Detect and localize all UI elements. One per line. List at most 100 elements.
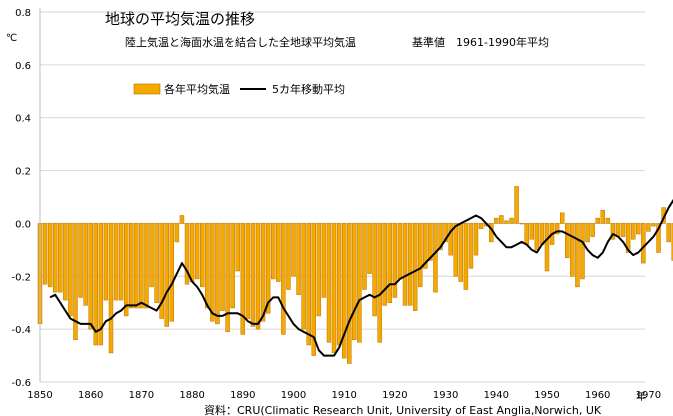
temperature-bar (468, 223, 474, 269)
temperature-bar (52, 223, 58, 293)
x-tick-label: 1940 (484, 390, 509, 401)
x-tick-label: 1890 (230, 390, 255, 401)
moving-average-line (49, 199, 673, 357)
temperature-bar (352, 223, 357, 340)
temperature-bar (215, 223, 220, 325)
temperature-bar (296, 223, 301, 296)
temperature-bar (220, 223, 225, 311)
x-tick-label: 1960 (585, 390, 610, 401)
temperature-bar (570, 223, 575, 277)
temperature-bar (347, 223, 352, 364)
temperature-bar (509, 217, 514, 224)
x-tick-label: 1880 (179, 390, 204, 401)
temperature-bar (230, 223, 235, 309)
temperature-bar (159, 223, 164, 319)
temperature-bar (463, 223, 469, 290)
temperature-bar (235, 223, 240, 272)
temperature-bar (559, 212, 565, 224)
y-tick-label: -0.4 (11, 325, 31, 336)
temperature-bar (139, 223, 144, 309)
temperature-bar (113, 223, 119, 301)
temperature-bar (336, 223, 342, 346)
temperature-bar (245, 223, 251, 319)
temperature-bar (473, 223, 479, 256)
bar-series (37, 186, 673, 364)
temperature-bar (641, 223, 646, 264)
temperature-bar (58, 223, 63, 293)
temperature-bar (367, 223, 372, 274)
temperature-bar (580, 223, 585, 280)
x-tick-label: 1950 (534, 390, 559, 401)
y-tick-label: 0.6 (15, 61, 31, 72)
chart-subtitle: 陸上気温と海面水温を結合した全地球平均気温 (125, 35, 356, 49)
y-tick-label: 0.4 (15, 114, 31, 125)
y-tick-label: 0.8 (15, 8, 31, 19)
temperature-bar (357, 223, 362, 343)
temperature-bar (402, 223, 408, 306)
temperature-bar (377, 223, 382, 343)
legend-bar-label: 各年平均気温 (164, 82, 230, 96)
temperature-bar (118, 223, 124, 301)
temperature-bar (651, 223, 656, 227)
temperature-bar (47, 223, 53, 288)
x-tick-label: 1920 (382, 390, 407, 401)
legend-bar-swatch (133, 83, 161, 95)
legend-line-label: 5カ年移動平均 (272, 82, 345, 96)
temperature-bar (544, 223, 550, 272)
temperature-bar (129, 223, 134, 309)
temperature-bar (438, 223, 443, 251)
temperature-bar (225, 223, 230, 333)
x-tick-label: 1870 (129, 390, 154, 401)
temperature-bar (301, 223, 306, 330)
temperature-bar (42, 223, 48, 285)
temperature-bar (453, 223, 458, 277)
temperature-bar (671, 223, 673, 261)
temperature-bar (88, 223, 93, 330)
temperature-bar (68, 223, 73, 317)
x-axis-unit-label: 年 (636, 390, 646, 403)
temperature-bar (291, 223, 296, 277)
temperature-bar (397, 223, 403, 280)
temperature-bar (265, 223, 271, 314)
x-tick-label: 1910 (331, 390, 356, 401)
temperature-bar (123, 223, 129, 317)
temperature-bar (83, 223, 88, 306)
temperature-bar (494, 217, 499, 224)
temperature-bar (423, 223, 428, 269)
y-tick-label: 0.2 (15, 167, 31, 178)
temperature-bar (154, 223, 159, 303)
temperature-bar (311, 223, 316, 356)
temperature-bar (134, 223, 139, 309)
temperature-bar (387, 223, 393, 303)
x-axis-ticks: 1850 1860 1870 1880 1890 1900 1910 1920 1930 1940… (27, 390, 661, 401)
temperature-bar (184, 223, 190, 285)
temperature-bar (595, 217, 600, 224)
temperature-bar (575, 223, 580, 288)
temperature-bar (189, 223, 195, 282)
temperature-bar (341, 223, 347, 359)
temperature-bar (174, 223, 180, 243)
temperature-bar (306, 223, 311, 346)
temperature-bar (164, 223, 169, 327)
temperature-bar (316, 223, 322, 317)
temperature-bar (443, 223, 448, 243)
temperature-bar (539, 223, 545, 245)
y-axis-unit-label: ℃ (6, 33, 17, 44)
temperature-bar (666, 223, 671, 243)
temperature-bar (194, 223, 200, 280)
temperature-bar (605, 217, 611, 224)
temperature-bar (625, 223, 631, 253)
temperature-bar (519, 223, 524, 225)
baseline-note: 基準値 1961-1990年平均 (412, 35, 549, 49)
temperature-bar (144, 223, 149, 309)
temperature-bar (205, 223, 210, 309)
temperature-bar (656, 223, 661, 253)
temperature-bar (326, 223, 332, 343)
temperature-bar (63, 223, 68, 301)
x-tick-label: 1930 (433, 390, 458, 401)
temperature-bar (418, 223, 423, 288)
temperature-bar (331, 223, 337, 354)
temperature-bar (529, 223, 535, 240)
temperature-bar (382, 223, 387, 306)
